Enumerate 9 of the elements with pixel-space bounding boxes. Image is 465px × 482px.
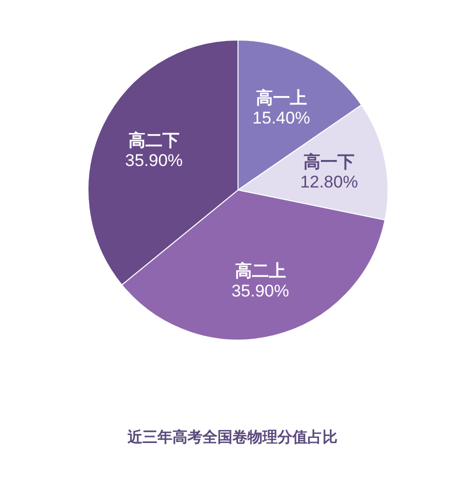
slice-label: 高二上 bbox=[234, 261, 286, 280]
slice-label: 高二下 bbox=[128, 131, 180, 150]
data-label: 35.90% bbox=[125, 151, 183, 170]
slice-label: 高一下 bbox=[304, 152, 355, 172]
text: 近三年高考全国卷物理分值占比 bbox=[126, 428, 338, 446]
slice-label: 高一上 bbox=[256, 88, 307, 108]
data-label: 12.80% bbox=[300, 172, 358, 192]
data-label: 15.40% bbox=[252, 108, 310, 128]
data-label: 35.90% bbox=[231, 281, 290, 300]
